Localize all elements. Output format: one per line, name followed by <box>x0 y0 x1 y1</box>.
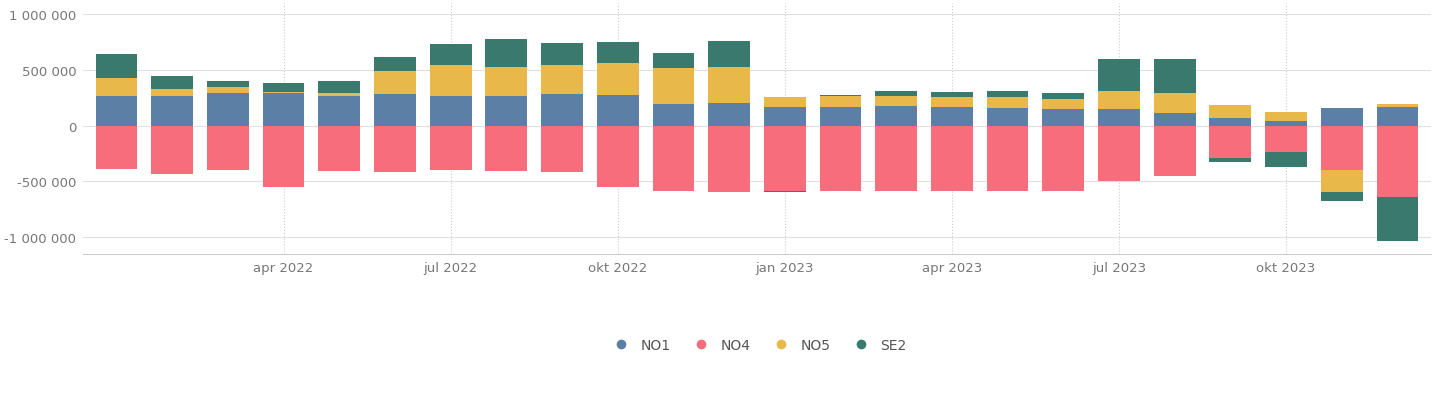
Bar <box>1098 91 1139 110</box>
Bar <box>319 93 360 97</box>
Bar <box>319 126 360 172</box>
Bar <box>1098 110 1139 126</box>
Bar <box>430 126 472 171</box>
Bar <box>1376 108 1418 126</box>
Bar <box>819 107 861 126</box>
Bar <box>653 54 695 69</box>
Bar <box>763 108 805 126</box>
Bar <box>1210 119 1251 126</box>
Bar <box>1376 126 1418 197</box>
Bar <box>541 95 583 126</box>
Bar <box>1376 105 1418 108</box>
Bar <box>597 126 639 187</box>
Bar <box>1266 126 1307 153</box>
Bar <box>151 126 194 174</box>
Bar <box>485 96 527 126</box>
Bar <box>151 90 194 96</box>
Bar <box>653 69 695 105</box>
Bar <box>319 97 360 126</box>
Bar <box>597 96 639 126</box>
Legend: NO1, NO4, NO5, SE2: NO1, NO4, NO5, SE2 <box>607 338 907 352</box>
Bar <box>541 66 583 95</box>
Bar <box>485 126 527 172</box>
Bar <box>96 79 138 96</box>
Bar <box>375 71 416 95</box>
Bar <box>375 95 416 126</box>
Bar <box>709 42 751 67</box>
Bar <box>1320 192 1363 201</box>
Bar <box>1042 100 1085 109</box>
Bar <box>1376 197 1418 242</box>
Bar <box>653 126 695 192</box>
Bar <box>1042 126 1085 191</box>
Bar <box>709 104 751 126</box>
Bar <box>319 82 360 93</box>
Bar <box>207 82 248 88</box>
Bar <box>597 64 639 96</box>
Bar <box>1320 126 1363 171</box>
Bar <box>1320 109 1363 126</box>
Bar <box>541 44 583 66</box>
Bar <box>819 96 861 97</box>
Bar <box>263 93 304 94</box>
Bar <box>151 96 194 126</box>
Bar <box>430 66 472 97</box>
Bar <box>1154 114 1195 126</box>
Bar <box>430 97 472 126</box>
Bar <box>541 126 583 173</box>
Bar <box>96 126 138 170</box>
Bar <box>709 67 751 104</box>
Bar <box>875 107 917 126</box>
Bar <box>263 126 304 187</box>
Bar <box>931 108 973 126</box>
Bar <box>151 77 194 90</box>
Bar <box>987 91 1029 97</box>
Bar <box>1154 93 1195 114</box>
Bar <box>763 192 805 193</box>
Bar <box>375 58 416 71</box>
Bar <box>763 98 805 108</box>
Bar <box>207 88 248 93</box>
Bar <box>931 97 973 108</box>
Bar <box>375 126 416 173</box>
Bar <box>763 126 805 192</box>
Bar <box>1042 93 1085 100</box>
Bar <box>485 40 527 68</box>
Bar <box>1320 171 1363 192</box>
Bar <box>1210 126 1251 158</box>
Bar <box>987 126 1029 192</box>
Bar <box>597 43 639 64</box>
Bar <box>709 126 751 193</box>
Bar <box>653 105 695 126</box>
Bar <box>819 126 861 191</box>
Bar <box>263 84 304 93</box>
Bar <box>931 93 973 97</box>
Bar <box>931 126 973 191</box>
Bar <box>987 97 1029 109</box>
Bar <box>1266 112 1307 122</box>
Bar <box>875 126 917 191</box>
Bar <box>1266 153 1307 167</box>
Bar <box>1266 122 1307 126</box>
Bar <box>430 45 472 66</box>
Bar <box>207 126 248 171</box>
Bar <box>96 96 138 126</box>
Bar <box>1042 109 1085 126</box>
Bar <box>819 97 861 107</box>
Bar <box>1098 60 1139 91</box>
Bar <box>96 55 138 79</box>
Bar <box>263 94 304 126</box>
Bar <box>1154 126 1195 176</box>
Bar <box>875 96 917 107</box>
Bar <box>485 68 527 96</box>
Bar <box>987 109 1029 126</box>
Bar <box>1098 126 1139 182</box>
Bar <box>875 91 917 96</box>
Bar <box>1154 60 1195 93</box>
Bar <box>207 93 248 126</box>
Bar <box>1210 106 1251 119</box>
Bar <box>1210 158 1251 162</box>
